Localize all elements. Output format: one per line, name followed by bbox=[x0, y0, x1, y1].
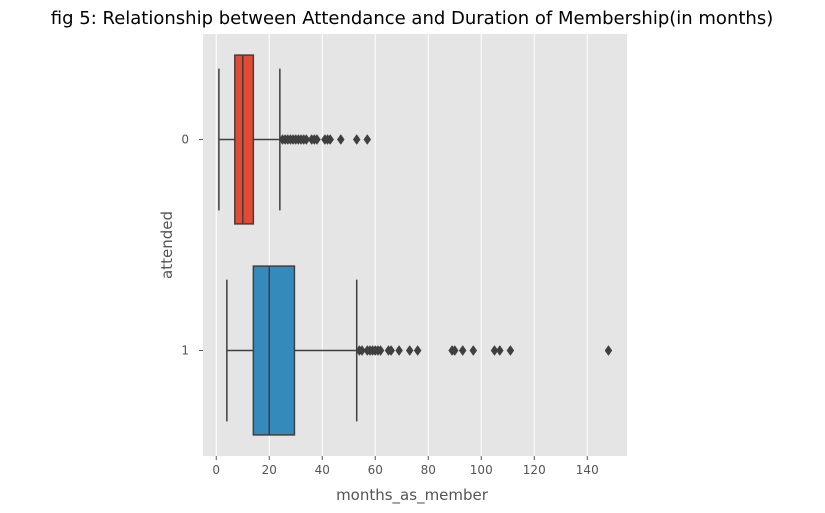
outlier-point bbox=[387, 345, 395, 356]
box-group bbox=[218, 54, 613, 436]
x-tick-label: 100 bbox=[470, 463, 493, 477]
outlier-point bbox=[469, 345, 478, 356]
x-axis-label: months_as_member bbox=[336, 486, 489, 505]
outlier-point bbox=[326, 134, 335, 145]
x-tick-label: 40 bbox=[315, 463, 330, 477]
iqr-box bbox=[252, 265, 296, 436]
outlier-point bbox=[450, 345, 459, 356]
outlier-point bbox=[506, 345, 515, 356]
y-axis-ticks: 01 bbox=[181, 133, 203, 358]
outlier-point bbox=[395, 345, 403, 356]
outlier-point bbox=[458, 345, 467, 356]
iqr-box bbox=[234, 54, 255, 225]
x-tick-label: 60 bbox=[368, 463, 383, 477]
outlier-point bbox=[495, 345, 504, 356]
box-1 bbox=[226, 265, 613, 436]
box-0 bbox=[218, 54, 372, 225]
outlier-point bbox=[363, 134, 372, 145]
x-tick-label: 140 bbox=[576, 463, 599, 477]
outlier-point bbox=[358, 345, 366, 356]
outlier-point bbox=[413, 345, 422, 356]
outlier-point bbox=[490, 345, 499, 356]
outlier-point bbox=[302, 134, 311, 145]
outlier-point bbox=[336, 134, 345, 145]
outlier-point bbox=[405, 345, 414, 356]
x-axis-ticks: 0 20 40 60 80 100 120 140 bbox=[212, 456, 599, 477]
outlier-point bbox=[604, 345, 613, 356]
x-tick-label: 20 bbox=[262, 463, 277, 477]
y-axis-label: attended bbox=[158, 211, 176, 279]
outlier-point bbox=[376, 345, 385, 356]
x-tick-label: 120 bbox=[523, 463, 546, 477]
y-tick-label: 1 bbox=[181, 344, 189, 358]
y-tick-label: 0 bbox=[181, 133, 189, 147]
outlier-point bbox=[313, 134, 321, 145]
chart-title: fig 5: Relationship between Attendance a… bbox=[51, 8, 773, 29]
gridlines bbox=[215, 34, 588, 456]
outlier-point bbox=[352, 134, 361, 145]
x-tick-label: 0 bbox=[212, 463, 220, 477]
x-tick-label: 80 bbox=[421, 463, 436, 477]
